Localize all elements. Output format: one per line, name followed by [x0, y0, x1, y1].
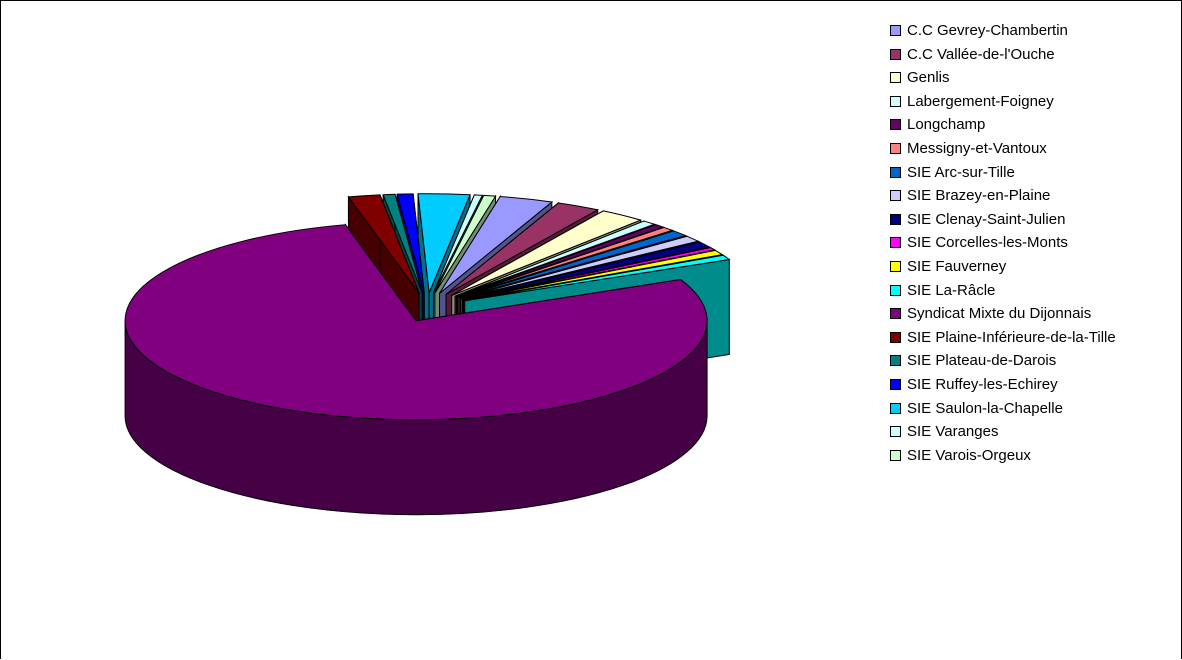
legend-label: Longchamp — [907, 116, 986, 134]
legend-label: Syndicat Mixte du Dijonnais — [907, 305, 1092, 323]
legend-item: SIE Varois-Orgeux — [887, 444, 1177, 468]
legend-label: SIE Plateau-de-Darois — [907, 352, 1057, 370]
legend-item: SIE Saulon-la-Chapelle — [887, 397, 1177, 421]
legend-item: SIE Plaine-Inférieure-de-la-Tille — [887, 326, 1177, 350]
legend-item: SIE Varanges — [887, 420, 1177, 444]
legend-label: SIE Clenay-Saint-Julien — [907, 210, 1066, 228]
legend-swatch — [890, 378, 901, 390]
legend-item: C.C Gevrey-Chambertin — [887, 19, 1177, 43]
legend-swatch — [890, 284, 901, 296]
legend-item: SIE Arc-sur-Tille — [887, 161, 1177, 185]
legend-swatch — [890, 426, 901, 438]
legend-label: SIE La-Râcle — [907, 281, 996, 299]
legend-label: SIE Corcelles-les-Monts — [907, 234, 1068, 252]
legend-label: C.C Gevrey-Chambertin — [907, 22, 1068, 39]
legend-item: SIE La-Râcle — [887, 279, 1177, 303]
legend-label: SIE Plaine-Inférieure-de-la-Tille — [907, 328, 1116, 346]
legend-swatch — [890, 190, 901, 202]
legend-item: SIE Corcelles-les-Monts — [887, 231, 1177, 255]
legend-label: SIE Fauverney — [907, 257, 1007, 275]
legend-item: Genlis — [887, 66, 1177, 90]
legend-swatch — [890, 72, 901, 84]
legend-item: SIE Ruffey-les-Echirey — [887, 373, 1177, 397]
legend-swatch — [890, 402, 901, 414]
legend-label: SIE Brazey-en-Plaine — [907, 187, 1051, 205]
pie-slice — [124, 223, 708, 516]
legend-label: SIE Saulon-la-Chapelle — [907, 399, 1063, 417]
legend-label: SIE Varanges — [907, 423, 999, 441]
legend-swatch — [890, 355, 901, 367]
legend-swatch — [890, 25, 901, 36]
legend-item: SIE Brazey-en-Plaine — [887, 184, 1177, 208]
legend-swatch — [890, 166, 901, 178]
legend-swatch — [890, 308, 901, 320]
legend-swatch — [890, 331, 901, 343]
legend-swatch — [890, 119, 901, 131]
legend-label: SIE Arc-sur-Tille — [907, 163, 1015, 181]
legend-item: Labergement-Foigney — [887, 90, 1177, 114]
legend-label: Labergement-Foigney — [907, 92, 1054, 110]
legend-label: C.C Vallée-de-l'Ouche — [907, 45, 1055, 63]
legend: C.C Gevrey-Chambertin C.C Vallée-de-l'Ouc… — [887, 19, 1177, 467]
legend-swatch — [890, 237, 901, 249]
legend-item: Messigny-et-Vantoux — [887, 137, 1177, 161]
legend-item: Longchamp — [887, 113, 1177, 137]
legend-item: SIE Clenay-Saint-Julien — [887, 208, 1177, 232]
legend-swatch — [890, 142, 901, 154]
legend-swatch — [890, 95, 901, 107]
legend-swatch — [890, 260, 901, 272]
legend-swatch — [890, 48, 901, 60]
legend-item: C.C Vallée-de-l'Ouche — [887, 43, 1177, 67]
legend-label: Genlis — [907, 69, 950, 87]
legend-swatch — [890, 449, 901, 461]
legend-label: Messigny-et-Vantoux — [907, 139, 1047, 157]
legend-swatch — [890, 213, 901, 225]
legend-item: SIE Plateau-de-Darois — [887, 349, 1177, 373]
legend-item: SIE Fauverney — [887, 255, 1177, 279]
legend-label: SIE Ruffey-les-Echirey — [907, 375, 1058, 393]
legend-item: Syndicat Mixte du Dijonnais — [887, 302, 1177, 326]
legend-label: SIE Varois-Orgeux — [907, 446, 1031, 464]
